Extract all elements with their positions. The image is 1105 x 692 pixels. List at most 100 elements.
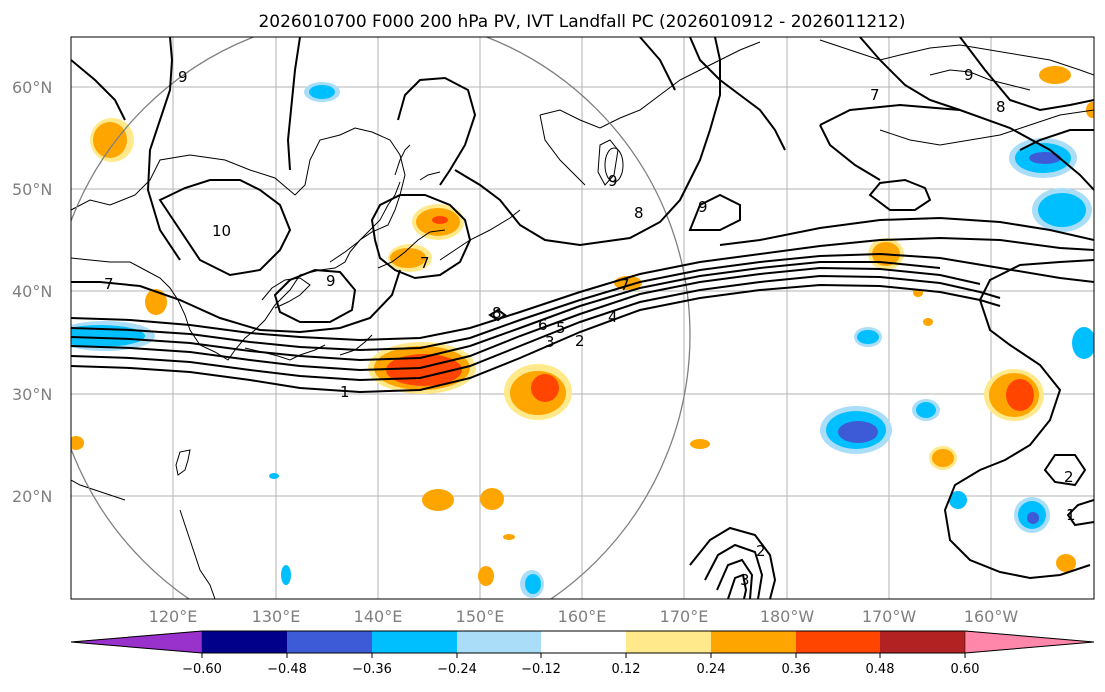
colorbar-segment: [964, 630, 1095, 654]
contour-label: 7: [104, 275, 114, 293]
pv-positive-blob: [1086, 102, 1094, 118]
pv-negative-blob: [1072, 327, 1094, 359]
map-area: 1 2 3 4 5 6 7 7 7 7 8 8 8 9 9 9 9 9 10 1…: [71, 37, 1094, 599]
colorbar-tick-label: 0.12: [612, 662, 641, 677]
lon-label: 170°W: [862, 607, 917, 626]
lon-label: 120°E: [149, 607, 198, 626]
pv-negative-blob: [949, 491, 967, 509]
pv-negative-blob: [309, 85, 335, 99]
contour-label: 9: [178, 68, 188, 86]
lon-label: 130°E: [252, 607, 301, 626]
lon-label: 180°W: [760, 607, 815, 626]
contour-label: 4: [608, 308, 618, 326]
pv-positive-blob: [145, 289, 167, 315]
colorbar-tick-label: 0.60: [951, 662, 980, 677]
lat-label: 20°N: [12, 487, 52, 506]
colorbar-tick-label: 0.48: [866, 662, 895, 677]
pv-negative-blob: [269, 473, 279, 479]
pv-negative-blob: [525, 574, 541, 594]
colorbar-tick-label: −0.12: [521, 662, 561, 677]
pv-negative-blob: [1029, 152, 1061, 164]
contour-label: 3: [740, 571, 750, 589]
colorbar-segment: [796, 631, 880, 653]
lat-label: 30°N: [12, 385, 52, 404]
pv-positive-blob: [390, 248, 426, 268]
pv-positive-blob: [93, 122, 127, 158]
contour-label: 3: [545, 333, 555, 351]
contour-label: 2: [1064, 468, 1074, 486]
pv-positive-blob: [690, 439, 710, 449]
contour-label: 7: [870, 86, 880, 104]
pv-positive-blob: [932, 449, 954, 467]
colorbar-tick-label: −0.48: [267, 662, 307, 677]
contour-label: 5: [556, 319, 566, 337]
contour-label: 7: [420, 254, 430, 272]
colorbar-segment: [372, 631, 457, 653]
pv-positive-blob: [71, 436, 84, 450]
pv-negative-blob: [1038, 193, 1086, 227]
colorbar-tick-label: −0.36: [352, 662, 392, 677]
lon-label: 160°W: [964, 607, 1019, 626]
contour-label: 10: [212, 222, 231, 240]
longitude-labels: 120°E 130°E 140°E 150°E 160°E 170°E 180°…: [149, 607, 1019, 626]
contour-label: 8: [996, 98, 1006, 116]
pv-positive-blob: [432, 216, 448, 224]
colorbar-segment: [880, 631, 965, 653]
pv-positive-blob: [422, 489, 454, 511]
coastlines: [71, 39, 1094, 599]
pv-positive-blob: [503, 534, 515, 540]
pv-positive-blob: [1039, 66, 1071, 84]
contour-label: 2: [575, 332, 585, 350]
colorbar-segment: [287, 631, 372, 653]
pv-negative-blob: [838, 421, 878, 443]
contour-labels: 1 2 3 4 5 6 7 7 7 7 8 8 8 9 9 9 9 9 10 1…: [104, 66, 1076, 589]
pv-positive-blob: [1006, 379, 1034, 411]
colorbar-segment: [711, 631, 796, 653]
colorbar-tick-label: 0.24: [697, 662, 726, 677]
lat-label: 50°N: [12, 180, 52, 199]
map-frame: [70, 36, 1095, 600]
pv-positive-blob: [480, 488, 504, 510]
colorbar-segment: [70, 630, 203, 654]
map-title: 2026010700 F000 200 hPa PV, IVT Landfall…: [258, 12, 905, 32]
pv-negative-blob: [281, 565, 291, 585]
contour-label: 9: [326, 272, 336, 290]
contour-label: 1: [1066, 506, 1076, 524]
contour-label: 8: [492, 304, 502, 322]
pv-negative-blob: [857, 330, 879, 344]
contour-label: 9: [698, 198, 708, 216]
pv-negative-blob: [1027, 512, 1039, 524]
colorbar-segment: [457, 631, 541, 653]
ivt-contours: [71, 37, 1094, 599]
landfall-range-circle: [71, 37, 691, 599]
pv-positive-blob: [923, 318, 933, 326]
lon-label: 170°E: [660, 607, 709, 626]
contour-label: 9: [608, 172, 618, 190]
pv-negative-blob: [916, 402, 936, 418]
lat-label: 60°N: [12, 78, 52, 97]
colorbar-segment: [541, 631, 626, 653]
pv-negative-blob: [604, 147, 624, 183]
colorbar-ticks: [201, 653, 966, 658]
lat-label: 40°N: [12, 282, 52, 301]
pv-positive-blob: [1056, 554, 1076, 572]
latitude-labels: 60°N 50°N 40°N 30°N 20°N: [12, 78, 52, 506]
pv-positive-blob: [478, 566, 494, 586]
lon-label: 140°E: [354, 607, 403, 626]
colorbar-tick-label: −0.24: [437, 662, 477, 677]
colorbar-tick-label: 0.36: [782, 662, 811, 677]
lon-label: 160°E: [558, 607, 607, 626]
contour-label: 9: [964, 66, 974, 84]
contour-label: 1: [340, 383, 350, 401]
contour-label: 7: [620, 276, 630, 294]
contour-label: 2: [756, 542, 766, 560]
contour-label: 6: [538, 316, 548, 334]
lon-label: 150°E: [456, 607, 505, 626]
colorbar-segment: [626, 631, 711, 653]
colorbar-segment: [202, 631, 287, 653]
pv-positive-blob: [531, 374, 559, 402]
colorbar: −0.60 −0.48 −0.36 −0.24 −0.12 0.12 0.24 …: [70, 630, 1095, 677]
contour-label: 8: [634, 204, 644, 222]
